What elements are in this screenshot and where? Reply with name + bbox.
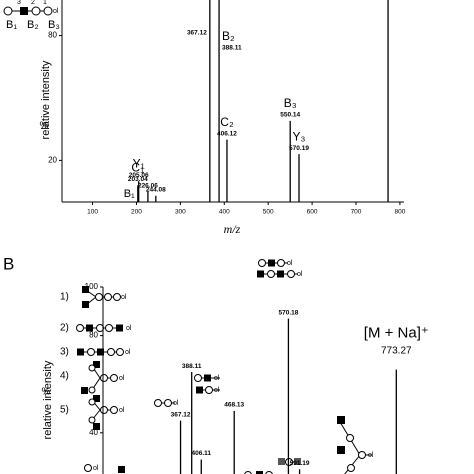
reducing-end: ol [214, 387, 220, 394]
peak-label: 203.04 [128, 176, 148, 183]
y-axis-label: relative intensity [40, 60, 52, 139]
x-tick-label: 700 [351, 209, 362, 216]
structure-label: 5) [60, 405, 69, 416]
peak-label: 773.27 [381, 345, 412, 356]
glycan-scheme-a: 3 2 1 ol B₁ B₂ B₃ [3, 0, 60, 31]
reducing-end: ol [173, 400, 179, 407]
x-tick-label: 300 [175, 209, 186, 216]
peak-label: 570.19 [289, 145, 309, 152]
glycan-label: B₂ [27, 19, 39, 31]
peak-label: 226.06 [138, 182, 158, 189]
cleavage-label: 1 [43, 0, 47, 6]
y-axis-label: relative intensity [42, 360, 54, 439]
peak-name: B₃ [284, 96, 297, 110]
peak-label: 388.11 [182, 363, 202, 370]
reducing-end: ol [53, 8, 59, 15]
peak-label: 244.08 [146, 186, 166, 193]
peak-label: 468.13 [224, 402, 244, 409]
y-tick-label: 80 [48, 31, 57, 40]
glycan-label: B₁ [6, 19, 17, 31]
y-unit: % [42, 387, 51, 398]
reducing-end: ol [93, 465, 99, 472]
peak-label: 591.19 [290, 460, 310, 467]
peak-label: 570.18 [278, 309, 298, 316]
peak-name: B₂ [222, 29, 235, 43]
reducing-end: ol [214, 375, 220, 382]
peak-name: Y₁ [133, 156, 145, 170]
peak-name: C₂ [220, 115, 234, 129]
x-tick-label: 100 [87, 209, 98, 216]
glycan-label: B₃ [48, 19, 60, 31]
cleavage-label: 2 [31, 0, 35, 6]
reducing-end: ol [287, 260, 293, 267]
x-tick-label: 200 [131, 209, 142, 216]
x-tick-label: 500 [263, 209, 274, 216]
y-tick-label: 100 [85, 282, 99, 291]
peak-label: 406.11 [191, 450, 211, 457]
peak-name: [M + Na]⁺ [364, 325, 429, 342]
reducing-end: ol [368, 452, 374, 459]
x-tick-label: 400 [219, 209, 230, 216]
x-axis-label: m/z [224, 222, 241, 236]
y-unit: % [40, 121, 49, 132]
x-tick-label: 800 [394, 209, 405, 216]
y-tick-label: 20 [48, 156, 57, 165]
peak-label: 388.11 [222, 45, 242, 52]
panel-label: B [3, 254, 14, 273]
y-tick-label: 80 [89, 331, 98, 340]
structure-label: 3) [60, 347, 69, 358]
y-tick-label: 40 [89, 428, 98, 437]
structure-label: 2) [60, 323, 69, 334]
peak-label: 550.14 [280, 112, 300, 119]
reducing-end: ol [119, 375, 125, 382]
structure-legend: 1) ol 2) ol 3) ol 4) ol 5) ol ol ol ol o… [60, 259, 374, 474]
peak-label: 367.12 [171, 411, 191, 418]
reducing-end: ol [119, 407, 125, 414]
peak-label: 406.12 [217, 130, 237, 137]
reducing-end: ol [126, 325, 132, 332]
cleavage-label: 3 [17, 0, 21, 6]
reducing-end: ol [297, 271, 303, 278]
annotation: B₁ [124, 188, 135, 200]
peak-label: 367.12 [187, 30, 207, 37]
structure-label: 1) [60, 292, 69, 303]
reducing-end: ol [125, 349, 131, 356]
peak-name: C₁ [131, 161, 144, 175]
spectrum-panel: 40 80 100 367.12 388.11 406.11 468.13 570.18 591… [85, 282, 429, 474]
structure-label: 4) [60, 371, 69, 382]
reducing-end: ol [121, 294, 127, 301]
peak-name: Y₃ [293, 129, 306, 143]
spectrum-panel: 20 80 100 200 300 400 500 600 700 800 203.04C₁205.… [48, 0, 406, 216]
peak-label: 205.06 [129, 172, 149, 179]
x-tick-label: 600 [307, 209, 318, 216]
